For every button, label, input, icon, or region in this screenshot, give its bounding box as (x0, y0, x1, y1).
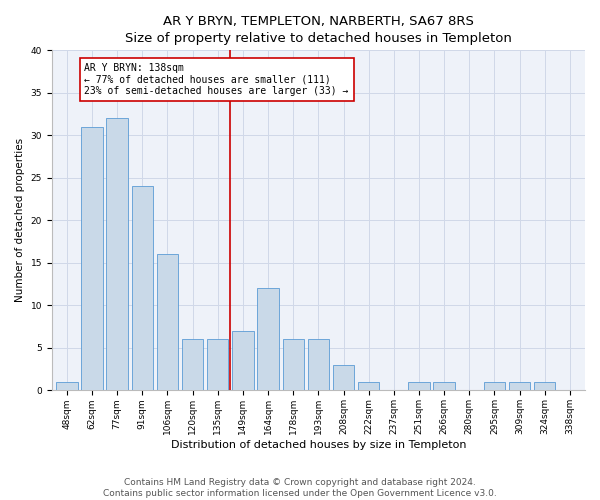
Y-axis label: Number of detached properties: Number of detached properties (15, 138, 25, 302)
Bar (82, 127, 103, 390)
Bar (157, 254, 178, 390)
Bar (409, 382, 430, 390)
Bar (56, 382, 77, 390)
Bar (257, 288, 279, 390)
Bar (333, 365, 354, 390)
Bar (207, 340, 229, 390)
Bar (484, 382, 505, 390)
Bar (106, 118, 128, 390)
Bar (232, 331, 254, 390)
Text: Contains HM Land Registry data © Crown copyright and database right 2024.
Contai: Contains HM Land Registry data © Crown c… (103, 478, 497, 498)
Bar (358, 382, 379, 390)
Bar (509, 382, 530, 390)
Bar (433, 382, 455, 390)
Bar (131, 186, 153, 390)
Title: AR Y BRYN, TEMPLETON, NARBERTH, SA67 8RS
Size of property relative to detached h: AR Y BRYN, TEMPLETON, NARBERTH, SA67 8RS… (125, 15, 512, 45)
X-axis label: Distribution of detached houses by size in Templeton: Distribution of detached houses by size … (170, 440, 466, 450)
Bar (308, 340, 329, 390)
Bar (182, 340, 203, 390)
Bar (283, 340, 304, 390)
Bar (534, 382, 556, 390)
Text: AR Y BRYN: 138sqm
← 77% of detached houses are smaller (111)
23% of semi-detache: AR Y BRYN: 138sqm ← 77% of detached hous… (85, 63, 349, 96)
